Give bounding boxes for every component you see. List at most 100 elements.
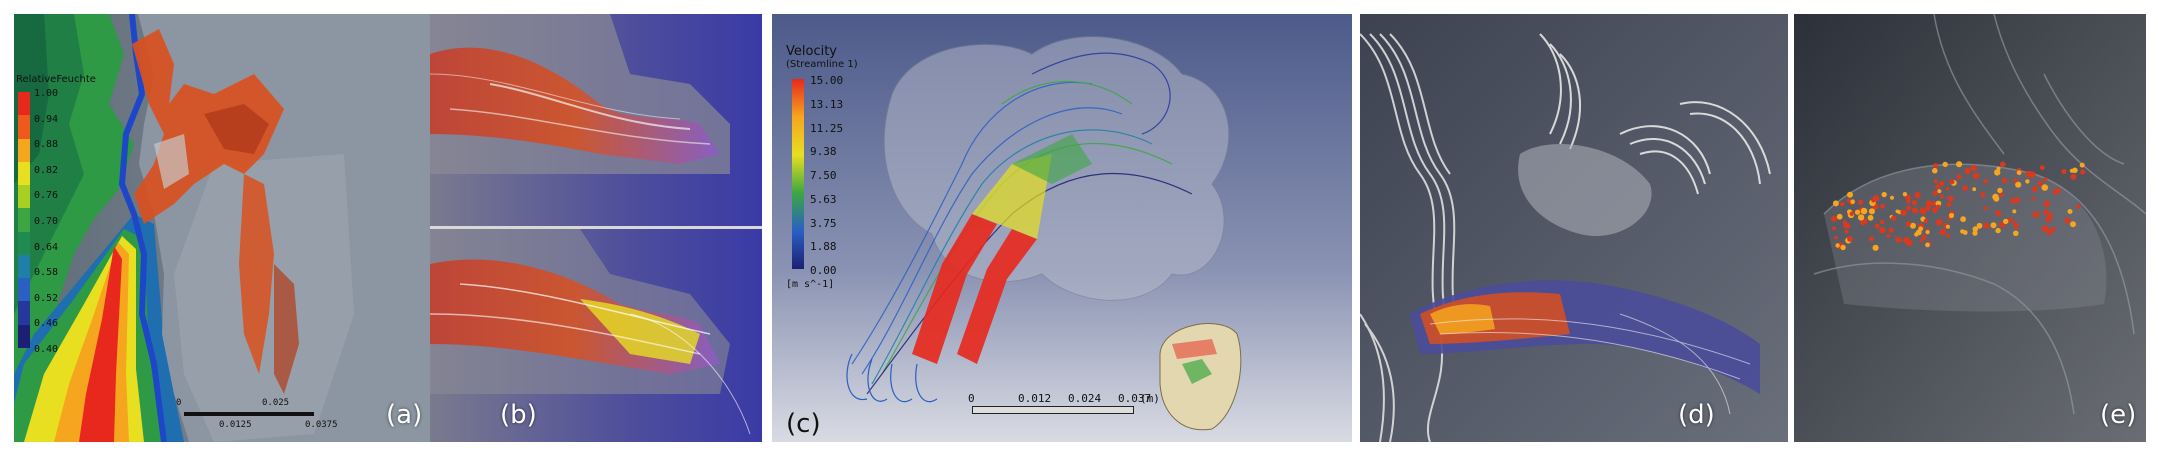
panel-b-scene [430, 14, 762, 442]
particle [2007, 217, 2013, 223]
particle [1919, 239, 1924, 243]
scale-tick-label: 0 [176, 398, 182, 408]
deposited-particles [1831, 161, 2086, 251]
panel-e: (e) [1794, 14, 2146, 442]
particle [1956, 161, 1963, 168]
particle [2061, 168, 2067, 175]
particle [1932, 190, 1938, 196]
humidity-colorbar [18, 92, 30, 349]
particle [2014, 197, 2021, 204]
colorbar-tick-label: 0.88 [34, 139, 59, 151]
particle [1890, 215, 1897, 222]
particle [1842, 220, 1848, 225]
scale-tick-label: 0.037 [1118, 392, 1152, 405]
particle [1970, 164, 1977, 172]
particle [1976, 222, 1983, 229]
particle [1914, 192, 1921, 199]
scale-tick-label: 0.0375 [305, 420, 338, 430]
colorbar-tick-label: 0.58 [34, 267, 59, 279]
particle [1845, 223, 1851, 229]
particle [2054, 187, 2061, 194]
particle [1939, 181, 1945, 187]
colorbar-tick-label: 5.63 [810, 192, 837, 206]
particle [2046, 212, 2053, 219]
particle [1911, 207, 1918, 214]
legend-title: Velocity [786, 44, 837, 59]
particle [2043, 177, 2048, 182]
panel-b: (b) [430, 14, 762, 442]
colorbar-tick-label: 0.46 [34, 318, 59, 330]
particle [1839, 201, 1845, 207]
legend-subtitle: (Streamline 1) [786, 59, 858, 70]
particle [1879, 227, 1886, 234]
particle [1921, 234, 1927, 240]
particle [2000, 161, 2006, 168]
particle [2079, 162, 2085, 168]
particle [1947, 195, 1954, 202]
particle [2013, 223, 2019, 229]
particle [1962, 230, 1968, 235]
particle [1902, 192, 1908, 197]
particle [1999, 222, 2004, 227]
panel-c: Velocity (Streamline 1) 15.00 13.13 11.25 9… [772, 14, 1352, 442]
particle [1922, 211, 1926, 215]
panel-a: RelativeFeuchte 1.00 0.94 0.88 0.82 0.76 0.70… [14, 14, 438, 442]
colorbar-tick-label: 7.50 [810, 169, 837, 182]
particle [2039, 165, 2045, 171]
particle [1869, 236, 1874, 242]
colorbar-tick-label: 3.75 [810, 216, 837, 230]
particle [1880, 203, 1885, 209]
particle [1936, 204, 1941, 209]
particle [1946, 201, 1952, 207]
particle [1980, 192, 1986, 198]
particle [1946, 233, 1950, 238]
colorbar-tick-label: 0.40 [34, 344, 59, 355]
colorbar-tick-label: 0.94 [34, 113, 59, 125]
particle [2031, 196, 2035, 201]
colorbar-tick-label: 0.64 [34, 241, 59, 253]
colorbar-tick-label: 13.13 [810, 97, 844, 111]
particle [1945, 186, 1950, 191]
particle [1847, 236, 1853, 242]
scale-bar [972, 406, 1134, 414]
particle [1923, 218, 1929, 224]
colorbar-tick-label: 0.70 [34, 216, 59, 227]
particle [2070, 173, 2077, 180]
particle [1872, 244, 1879, 251]
colorbar-segment [18, 115, 30, 140]
particle [1886, 233, 1891, 238]
particle [1999, 192, 2004, 197]
particle [2041, 225, 2049, 232]
particle [1918, 226, 1924, 232]
particle [1925, 230, 1930, 235]
particle [1849, 211, 1854, 216]
particle [1983, 206, 1988, 211]
scale-unit: (m) [1140, 392, 1160, 405]
particle [1888, 227, 1894, 233]
particle [1942, 161, 1948, 168]
legend-title: RelativeFeuchte [16, 74, 96, 85]
particle [2013, 178, 2018, 183]
panel-label: (a) [386, 400, 423, 430]
particle [1903, 236, 1910, 244]
particle [2012, 209, 2017, 214]
colorbar-tick-label: 0.76 [34, 190, 59, 202]
velocity-colorbar [792, 79, 804, 269]
panel-label: (e) [2100, 400, 2137, 430]
legend-subtitle-text: Streamline 1 [789, 59, 854, 70]
particle [2051, 226, 2056, 232]
particle [1983, 179, 1988, 184]
particle [2046, 228, 2053, 235]
particle [1900, 209, 1907, 216]
particle [1831, 215, 1837, 222]
particle [2016, 170, 2022, 176]
particle [1890, 195, 1894, 200]
particle [1945, 224, 1950, 229]
particle [1994, 169, 2001, 176]
colorbar-tick-label: 0.52 [34, 292, 59, 304]
particle [1972, 230, 1978, 236]
colorbar-segment [18, 138, 30, 163]
particle [1834, 235, 1838, 240]
particle [1960, 216, 1966, 223]
particle [1931, 201, 1936, 207]
